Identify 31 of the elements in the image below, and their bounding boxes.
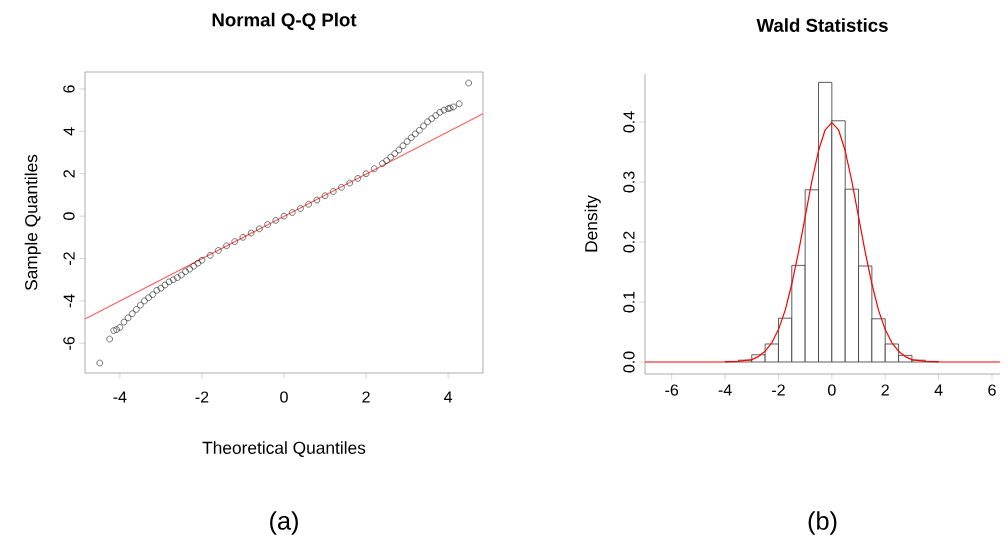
x-tick-label: 0 xyxy=(828,384,836,396)
x-tick-label: 2 xyxy=(362,391,370,403)
y-tick-label: -6 xyxy=(63,336,75,350)
x-tick-label: -4 xyxy=(113,391,127,403)
y-tick-label: 0.4 xyxy=(623,111,635,133)
chart-title: Normal Q-Q Plot xyxy=(212,12,357,30)
text: (a) xyxy=(270,511,298,535)
x-tick-label: 0 xyxy=(280,391,288,403)
y-tick-label: 0.3 xyxy=(623,171,635,193)
x-tick-label: -6 xyxy=(665,384,679,396)
y-tick-label: 6 xyxy=(63,85,75,93)
y-axis-title: Sample Quantiles xyxy=(24,154,41,291)
x-tick-label: -2 xyxy=(772,384,785,396)
x-tick-label: 6 xyxy=(988,384,996,396)
x-tick-label: 4 xyxy=(934,384,943,396)
y-tick-label: 0 xyxy=(63,212,75,220)
y-tick-label: 0.1 xyxy=(623,291,635,313)
y-axis-title: Density xyxy=(584,195,601,252)
y-tick-label: -4 xyxy=(63,294,75,308)
x-tick-label: -2 xyxy=(195,391,209,403)
y-tick-label: 4 xyxy=(63,127,75,136)
y-tick-label: 2 xyxy=(63,170,75,178)
x-axis-title: Theoretical Quantiles xyxy=(202,441,366,458)
x-tick-label: -4 xyxy=(718,384,732,396)
x-tick-label: 2 xyxy=(881,384,889,396)
y-tick-label: 0.0 xyxy=(623,351,635,373)
y-tick-label: 0.2 xyxy=(623,231,635,253)
chart-title: Wald Statistics xyxy=(756,18,888,32)
y-tick-label: -2 xyxy=(63,252,75,265)
text: (b) xyxy=(808,511,837,535)
x-tick-label: 4 xyxy=(444,391,453,403)
